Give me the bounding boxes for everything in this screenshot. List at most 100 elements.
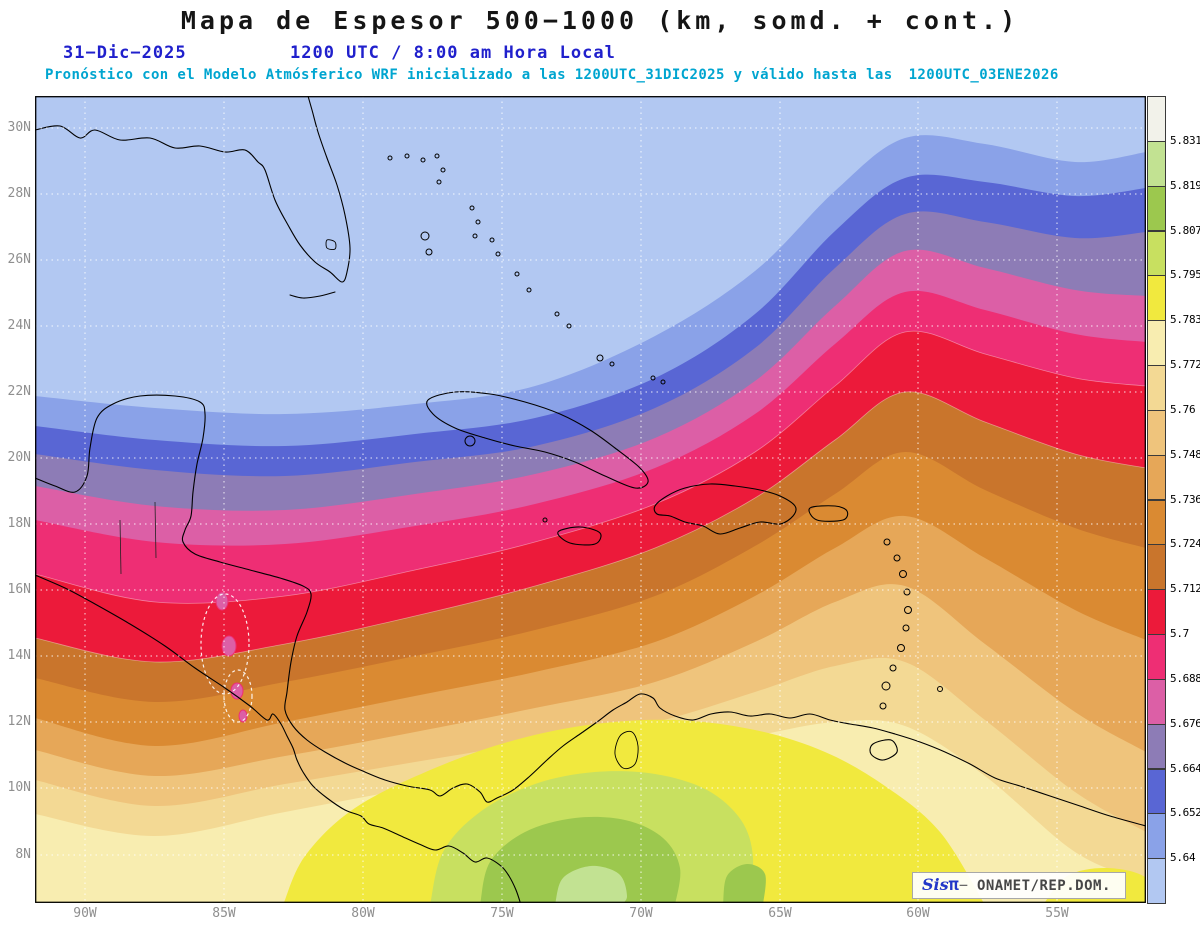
lat-tick-label: 10N — [7, 780, 31, 795]
colorbar-segment — [1147, 858, 1166, 904]
thickness-patch-1 — [555, 865, 628, 903]
coastline — [557, 526, 602, 546]
island — [472, 233, 478, 239]
island — [897, 644, 905, 652]
thickness-patch-2 — [723, 863, 766, 903]
border-line — [119, 519, 122, 575]
coastline — [35, 394, 1146, 827]
lat-tick-label: 14N — [7, 648, 31, 663]
watermark-logo: Sis — [922, 875, 949, 894]
lake-outline — [614, 730, 639, 770]
watermark-box: Sisπ− ONAMET/REP.DOM. — [912, 872, 1126, 899]
closed-low-cell — [230, 682, 244, 700]
forecast-text: Pronóstico con el Modelo Atmósferico WRF… — [45, 67, 893, 83]
colorbar-segment — [1147, 409, 1166, 456]
colorbar-segment — [1147, 634, 1166, 680]
island — [495, 251, 501, 257]
island — [937, 686, 943, 692]
island — [879, 702, 887, 710]
lake-outline — [325, 239, 337, 250]
lon-tick-label: 80W — [351, 906, 375, 921]
island — [464, 435, 476, 447]
island — [387, 155, 393, 161]
lat-tick-label: 20N — [7, 450, 31, 465]
forecast-description: Pronóstico con el Modelo Atmósferico WRF… — [45, 67, 1059, 83]
dashed-contour-ring — [200, 593, 250, 695]
coastline — [35, 96, 351, 283]
run-time-local: 1200 UTC / 8:00 am Hora Local — [290, 43, 616, 63]
colorbar-tick-label: 5.748 — [1170, 447, 1200, 461]
lon-tick-label: 85W — [212, 906, 236, 921]
lat-tick-label: 24N — [7, 318, 31, 333]
island — [902, 624, 910, 632]
colorbar-segment — [1147, 140, 1166, 187]
lon-tick-label: 55W — [1045, 906, 1069, 921]
colorbar-segment — [1147, 96, 1166, 142]
colorbar-segment — [1147, 275, 1166, 322]
island — [420, 157, 426, 163]
coastline — [289, 291, 336, 299]
island — [889, 664, 897, 672]
island — [420, 231, 430, 241]
island — [469, 205, 475, 211]
colorbar — [1147, 96, 1166, 904]
island — [425, 248, 433, 256]
lat-tick-label: 22N — [7, 384, 31, 399]
lat-tick-label: 28N — [7, 186, 31, 201]
watermark-separator: − — [958, 876, 977, 894]
lat-tick-label: 12N — [7, 714, 31, 729]
island — [475, 219, 481, 225]
island — [542, 517, 548, 523]
coastline — [35, 574, 521, 903]
page-title: Mapa de Espesor 500−1000 (km, somd. + co… — [180, 6, 1020, 35]
colorbar-segment — [1147, 544, 1166, 591]
island — [650, 375, 656, 381]
colorbar-segment — [1147, 230, 1166, 277]
island — [899, 570, 907, 578]
island — [526, 287, 532, 293]
island — [893, 554, 901, 562]
colorbar-segment — [1147, 499, 1166, 546]
thickness-patch-2 — [480, 816, 681, 903]
colorbar-tick-label: 5.807 — [1170, 223, 1200, 237]
lon-tick-label: 60W — [906, 906, 930, 921]
colorbar-tick-label: 5.712 — [1170, 582, 1200, 596]
lon-tick-label: 90W — [73, 906, 97, 921]
coastline — [653, 483, 797, 535]
lat-tick-label: 30N — [7, 120, 31, 135]
colorbar-tick-label: 5.688 — [1170, 671, 1200, 685]
island — [660, 379, 666, 385]
lat-tick-label: 18N — [7, 516, 31, 531]
closed-low-cell — [215, 591, 229, 611]
colorbar-tick-label: 5.736 — [1170, 492, 1200, 506]
island — [881, 681, 891, 691]
contour-line — [35, 330, 1146, 604]
dashed-contour-ring — [223, 669, 253, 723]
border-line — [154, 501, 157, 559]
island — [554, 311, 560, 317]
colorbar-segment — [1147, 678, 1166, 725]
island — [436, 179, 442, 185]
colorbar-tick-label: 5.7 — [1170, 627, 1189, 640]
coastline — [808, 505, 849, 522]
colorbar-tick-label: 5.724 — [1170, 537, 1200, 551]
colorbar-tick-label: 5.795 — [1170, 268, 1200, 282]
colorbar-segment — [1147, 320, 1166, 366]
watermark-pi-symbol: π — [948, 875, 959, 895]
colorbar-tick-label: 5.652 — [1170, 806, 1200, 820]
coastline — [869, 739, 898, 761]
colorbar-segment — [1147, 365, 1166, 411]
island — [903, 588, 911, 596]
colorbar-tick-label: 5.664 — [1170, 761, 1200, 775]
lat-tick-label: 16N — [7, 582, 31, 597]
run-date: 31−Dic−2025 — [63, 43, 187, 63]
lon-tick-label: 75W — [490, 906, 514, 921]
colorbar-tick-label: 5.676 — [1170, 716, 1200, 730]
island — [609, 361, 615, 367]
colorbar-tick-label: 5.76 — [1170, 402, 1196, 416]
colorbar-tick-label: 5.783 — [1170, 313, 1200, 327]
island — [883, 538, 891, 546]
lon-tick-label: 70W — [629, 906, 653, 921]
coastline — [426, 391, 649, 489]
